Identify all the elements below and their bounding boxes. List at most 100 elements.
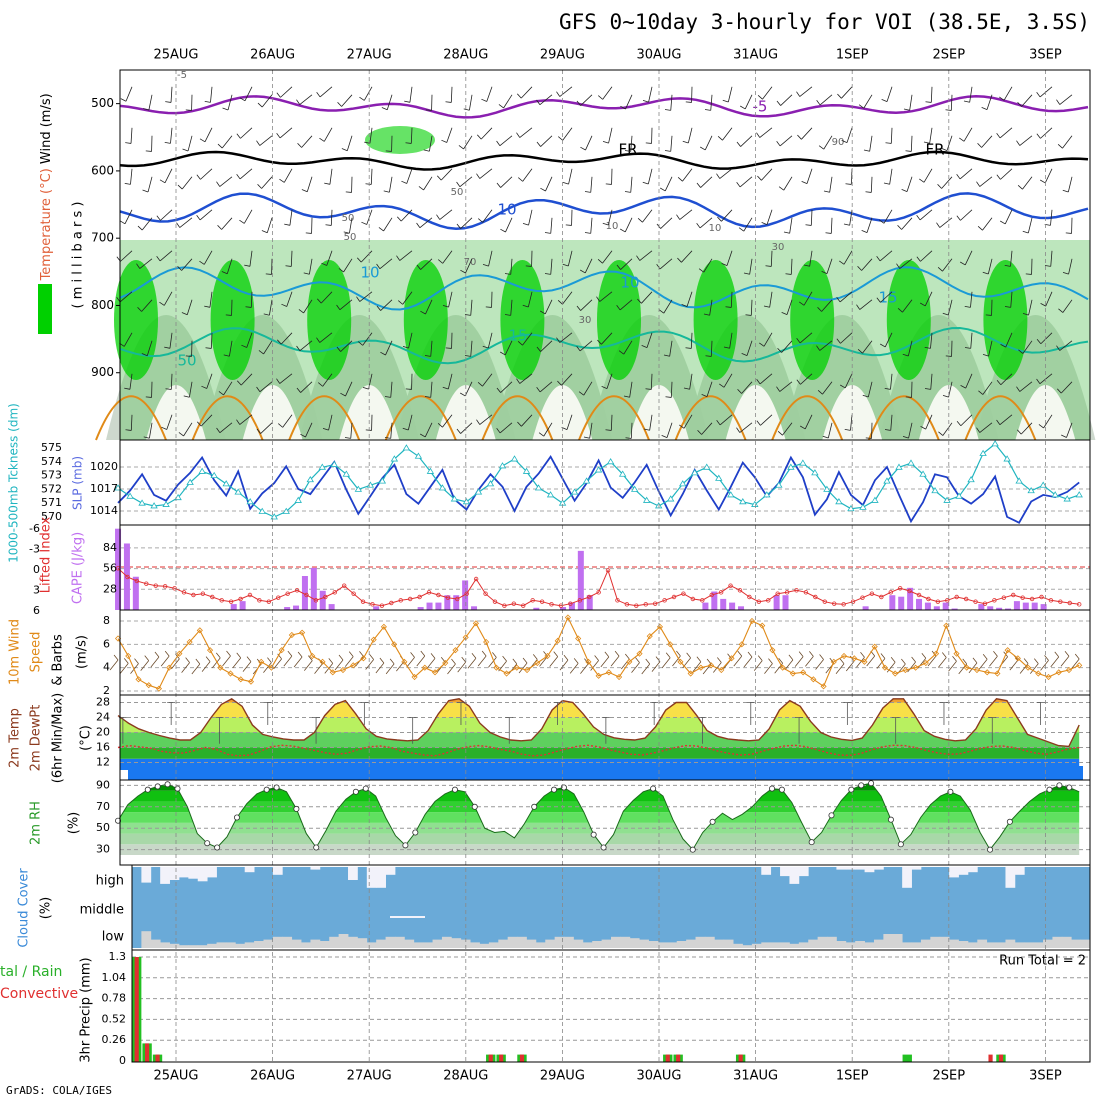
thickness-point — [799, 459, 807, 466]
wind-speed-point — [800, 669, 807, 676]
precip-tick-label: 0 — [119, 1054, 126, 1067]
wind-speed-point — [278, 647, 285, 654]
wind-barb — [438, 250, 453, 264]
wind-barb — [601, 373, 613, 390]
wind-barb — [540, 176, 553, 192]
wind-barb — [672, 650, 681, 667]
wind-barb — [263, 299, 273, 316]
wind-barb — [256, 135, 273, 146]
thickness-point — [522, 467, 531, 474]
wind-speed-point — [912, 664, 919, 671]
wind-barb — [476, 168, 493, 179]
wind-barb — [344, 422, 353, 439]
li-point — [747, 594, 752, 600]
wind-barb — [584, 176, 593, 193]
rh-point — [531, 803, 538, 810]
rh-shade-high — [983, 260, 1028, 380]
wind-tick-label: 4 — [103, 661, 110, 674]
thickness-point — [871, 496, 879, 503]
wind-speed-point — [227, 670, 234, 677]
wind-barb — [420, 299, 433, 315]
cloud-low-bar — [545, 939, 556, 948]
wind-barb — [225, 299, 233, 316]
wind-barb — [756, 414, 773, 426]
wind-speed-point — [973, 666, 981, 674]
wind-barb — [978, 654, 988, 670]
wind-speed-point — [452, 647, 459, 654]
li-point — [1077, 602, 1082, 607]
wind-barb — [721, 250, 733, 267]
li-point — [549, 602, 554, 607]
wind-barb — [518, 168, 533, 182]
wind-barb — [402, 332, 413, 349]
rh-point — [154, 783, 161, 790]
cloud-low-bar — [413, 942, 424, 948]
rh-shade-high — [886, 260, 931, 380]
wind-speed-point — [207, 647, 214, 654]
cape-bar — [711, 591, 718, 610]
cloud-low-bar — [1005, 939, 1016, 948]
wind-barb — [293, 651, 303, 668]
wind-barb — [358, 332, 373, 346]
wind-barb — [723, 332, 733, 349]
wind-barb — [183, 381, 193, 398]
wind-speed-point — [810, 676, 817, 683]
wind-speed-point — [861, 658, 868, 665]
wind-barb — [685, 86, 693, 103]
li-point — [634, 603, 639, 608]
cloud-low-bar — [667, 942, 678, 948]
wind-barb — [857, 340, 873, 354]
cape-bar — [898, 596, 905, 610]
wind-axis-label: Speed — [29, 632, 44, 673]
wind-barb — [578, 381, 593, 396]
temp-axis-label: (6hr Min/Max) — [51, 693, 66, 783]
li-point — [445, 595, 451, 600]
cloud-low-bar — [470, 942, 480, 948]
wind-barb — [164, 127, 173, 144]
cloud-high-bar — [188, 867, 199, 879]
cloud-low-bar — [1033, 942, 1044, 948]
wind-barb — [865, 176, 873, 193]
thickness-point — [414, 452, 423, 459]
li-point — [850, 599, 856, 604]
wind-speed-point — [1004, 647, 1011, 654]
wind-barb — [907, 656, 916, 673]
cape-tick-label: 28 — [103, 582, 117, 595]
wind-barb — [437, 414, 453, 428]
li-point — [596, 590, 601, 595]
wind-barb — [1029, 658, 1039, 674]
li-point — [992, 598, 997, 603]
wind-barb — [682, 127, 693, 144]
cloud-low-bar — [611, 936, 621, 948]
wind-speed-point — [391, 641, 398, 648]
wind-barb — [916, 209, 933, 221]
wind-barb — [565, 209, 573, 226]
thickness-point — [775, 481, 783, 488]
cloud-low-bar — [235, 943, 246, 948]
wind-barb — [384, 422, 393, 439]
thickness-point — [150, 502, 158, 509]
cloud-low-bar — [291, 939, 302, 948]
wind-barb — [803, 250, 813, 267]
minmax-whisker — [1036, 702, 1045, 725]
li-point — [389, 600, 394, 606]
top-date-label: 29AUG — [540, 48, 585, 63]
wind-barb — [296, 381, 313, 393]
wind-barb — [937, 176, 953, 189]
thickness-point — [618, 470, 627, 477]
cape-bar — [951, 608, 958, 610]
wind-barb — [562, 250, 573, 267]
wind-barb — [137, 217, 153, 231]
li-point — [615, 598, 620, 603]
wind-barb — [676, 209, 693, 220]
wind-barb — [1018, 340, 1033, 354]
wind-barb — [120, 86, 133, 102]
rh-tick-label: 50 — [96, 821, 110, 834]
rh-point — [600, 844, 607, 851]
wind-barb — [498, 94, 513, 109]
wind-barb — [536, 340, 553, 352]
wind-barb — [536, 381, 553, 393]
wind-barb — [976, 422, 993, 433]
wind-barb — [109, 654, 119, 671]
